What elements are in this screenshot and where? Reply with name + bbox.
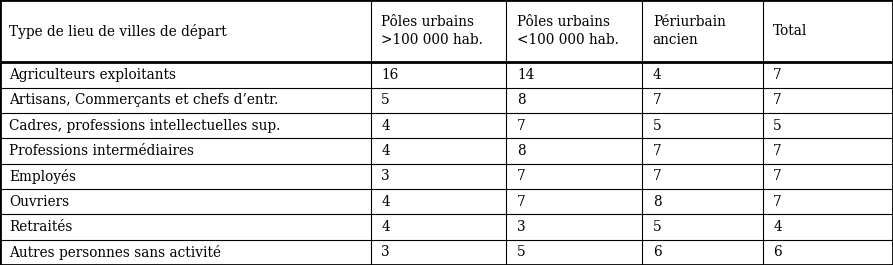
Text: 4: 4 bbox=[381, 220, 390, 234]
Text: 8: 8 bbox=[517, 93, 526, 107]
Text: 7: 7 bbox=[517, 195, 526, 209]
Text: 7: 7 bbox=[773, 169, 782, 183]
Text: 4: 4 bbox=[381, 195, 390, 209]
Text: Artisans, Commerçants et chefs d’entr.: Artisans, Commerçants et chefs d’entr. bbox=[9, 93, 279, 107]
Text: Agriculteurs exploitants: Agriculteurs exploitants bbox=[9, 68, 176, 82]
Text: 3: 3 bbox=[381, 245, 390, 259]
Text: Périurbain
ancien: Périurbain ancien bbox=[653, 15, 726, 47]
Text: 5: 5 bbox=[517, 245, 526, 259]
Text: 7: 7 bbox=[773, 93, 782, 107]
Text: Retraités: Retraités bbox=[9, 220, 72, 234]
Text: 5: 5 bbox=[381, 93, 390, 107]
Text: 3: 3 bbox=[517, 220, 526, 234]
Text: 7: 7 bbox=[773, 195, 782, 209]
Text: 7: 7 bbox=[517, 119, 526, 132]
Text: 7: 7 bbox=[653, 93, 662, 107]
Text: 7: 7 bbox=[773, 144, 782, 158]
Text: Professions intermédiaires: Professions intermédiaires bbox=[9, 144, 194, 158]
Text: Total: Total bbox=[773, 24, 807, 38]
Text: 6: 6 bbox=[773, 245, 782, 259]
Text: 5: 5 bbox=[653, 220, 662, 234]
Text: 7: 7 bbox=[517, 169, 526, 183]
Text: 3: 3 bbox=[381, 169, 390, 183]
Text: 5: 5 bbox=[653, 119, 662, 132]
Text: 16: 16 bbox=[381, 68, 398, 82]
Text: 7: 7 bbox=[653, 144, 662, 158]
Text: 7: 7 bbox=[773, 68, 782, 82]
Text: 4: 4 bbox=[773, 220, 782, 234]
Text: Pôles urbains
<100 000 hab.: Pôles urbains <100 000 hab. bbox=[517, 15, 619, 47]
Text: 4: 4 bbox=[653, 68, 662, 82]
Text: Employés: Employés bbox=[9, 169, 76, 184]
Text: 8: 8 bbox=[517, 144, 526, 158]
Text: Ouvriers: Ouvriers bbox=[9, 195, 69, 209]
Text: 7: 7 bbox=[653, 169, 662, 183]
Text: 4: 4 bbox=[381, 144, 390, 158]
Text: 5: 5 bbox=[773, 119, 782, 132]
Text: Cadres, professions intellectuelles sup.: Cadres, professions intellectuelles sup. bbox=[9, 119, 280, 132]
Text: Type de lieu de villes de départ: Type de lieu de villes de départ bbox=[9, 24, 227, 39]
Text: 8: 8 bbox=[653, 195, 662, 209]
Text: Pôles urbains
>100 000 hab.: Pôles urbains >100 000 hab. bbox=[381, 15, 483, 47]
Text: 4: 4 bbox=[381, 119, 390, 132]
Text: Autres personnes sans activité: Autres personnes sans activité bbox=[9, 245, 221, 260]
Text: 14: 14 bbox=[517, 68, 534, 82]
Text: 6: 6 bbox=[653, 245, 662, 259]
